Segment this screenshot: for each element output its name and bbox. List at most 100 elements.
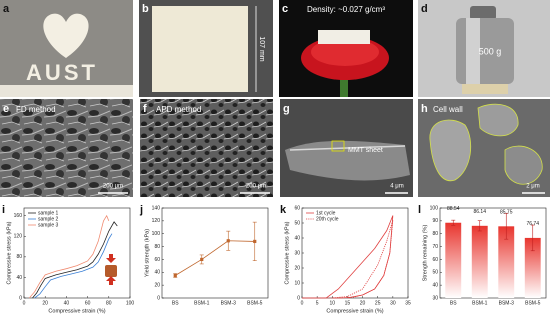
photo-text: 107 mm (258, 36, 265, 61)
photo-h: Cell wall 2 μm h (418, 99, 550, 197)
y-tick-label: 20 (154, 282, 160, 288)
panel-letter: e (3, 103, 9, 115)
bar (445, 222, 462, 298)
y-tick-label: 0 (157, 295, 160, 301)
panel-letter: b (142, 3, 149, 15)
y-tick-label: 120 (14, 234, 23, 240)
series-line (302, 215, 394, 299)
x-tick-label: BSM-5 (525, 300, 541, 306)
panel-letter: g (283, 103, 290, 115)
x-tick-label: 0 (23, 300, 26, 306)
legend-label: sample 3 (38, 222, 59, 228)
photo-e: FD method 200 μm e (0, 99, 133, 197)
legend-label: 1st cycle (316, 210, 336, 216)
x-tick-label: 40 (64, 300, 70, 306)
x-tick-label: 20 (360, 300, 366, 306)
y-tick-label: 0 (297, 295, 300, 301)
legend-label: sample 1 (38, 210, 59, 216)
plot-frame (439, 207, 547, 299)
bar (471, 225, 488, 298)
y-axis-title: Strength remaining (%) (422, 225, 428, 282)
panel-letter: d (421, 3, 428, 15)
x-tick-label: 5 (316, 300, 319, 306)
photo-text: 500 g (479, 46, 502, 56)
y-axis-title: Compressive stress (kPa) (6, 221, 12, 284)
photo-text: Density: ~0.027 g/cm³ (307, 5, 385, 14)
x-axis-title: Compressive strain (%) (48, 308, 105, 314)
photo-d: 500 g d (418, 0, 550, 97)
series-line (175, 240, 255, 276)
plot-frame (161, 207, 269, 299)
panel-letter: l (418, 204, 421, 216)
y-tick-label: 20 (294, 265, 300, 271)
panel-letter: i (2, 204, 5, 216)
x-tick-label: 15 (345, 300, 351, 306)
x-tick-label: BSM-3 (499, 300, 515, 306)
x-tick-label: 25 (375, 300, 381, 306)
scale-text: 200 μm (103, 184, 123, 190)
marker (200, 257, 204, 262)
x-tick-label: 80 (106, 300, 112, 306)
bar (524, 237, 541, 298)
x-axis-title: Compressive strain (%) (326, 308, 383, 314)
x-tick-label: 30 (390, 300, 396, 306)
y-tick-label: 100 (430, 205, 439, 211)
x-tick-label: BSM-1 (472, 300, 488, 306)
y-axis-title: Yield strength (kPa) (144, 229, 150, 277)
photo-b: 107 mm b (139, 0, 273, 97)
series-line (28, 214, 110, 299)
y-tick-label: 160 (14, 213, 23, 219)
marker (253, 239, 257, 244)
x-tick-label: 60 (85, 300, 91, 306)
panel-letter: f (143, 103, 147, 115)
panel-letter: h (421, 103, 428, 115)
value-label: 76.74 (526, 221, 539, 227)
x-tick-label: 0 (301, 300, 304, 306)
x-tick-label: 10 (330, 300, 336, 306)
marker (226, 239, 230, 243)
y-tick-label: 40 (16, 275, 22, 281)
scale-text: 200 μm (246, 184, 266, 190)
y-tick-label: 90 (432, 218, 438, 224)
series-line (34, 233, 113, 299)
x-tick-label: BSM-1 (194, 300, 210, 306)
y-tick-label: 100 (152, 231, 161, 237)
y-tick-label: 80 (432, 231, 438, 237)
photo-text: FD method (16, 105, 56, 114)
sample-icon (105, 254, 117, 285)
y-tick-label: 80 (16, 254, 22, 260)
x-tick-label: 20 (42, 300, 48, 306)
photo-g: MMT sheet 4 μm g (280, 99, 413, 197)
y-tick-label: 70 (432, 244, 438, 250)
legend-label: 20th cycle (316, 216, 339, 222)
panel-letter: k (280, 204, 287, 216)
y-tick-label: 40 (294, 235, 300, 241)
y-tick-label: 60 (432, 257, 438, 263)
bar (498, 226, 515, 298)
y-tick-label: 30 (294, 250, 300, 256)
y-tick-label: 40 (154, 270, 160, 276)
x-tick-label: BS (450, 300, 457, 306)
series-line (32, 221, 118, 299)
y-tick-label: 140 (152, 205, 161, 211)
marker (173, 273, 177, 278)
series-line (302, 219, 394, 299)
scale-text: 4 μm (390, 184, 403, 190)
y-tick-label: 50 (294, 220, 300, 226)
y-tick-label: 40 (432, 282, 438, 288)
x-tick-label: 35 (405, 300, 411, 306)
plot-frame (23, 207, 131, 299)
legend-label: sample 2 (38, 216, 59, 222)
photo-text: APD method (156, 105, 201, 114)
value-label: 85.75 (500, 210, 513, 216)
y-tick-label: 80 (154, 244, 160, 250)
y-tick-label: 30 (432, 295, 438, 301)
panel-letter: c (282, 3, 288, 15)
y-tick-label: 60 (154, 257, 160, 263)
photo-c: Density: ~0.027 g/cm³ c (279, 0, 413, 97)
panel-letter: a (3, 3, 10, 15)
y-tick-label: 120 (152, 218, 161, 224)
y-axis-title: Compressive stress (kPa) (284, 221, 290, 284)
